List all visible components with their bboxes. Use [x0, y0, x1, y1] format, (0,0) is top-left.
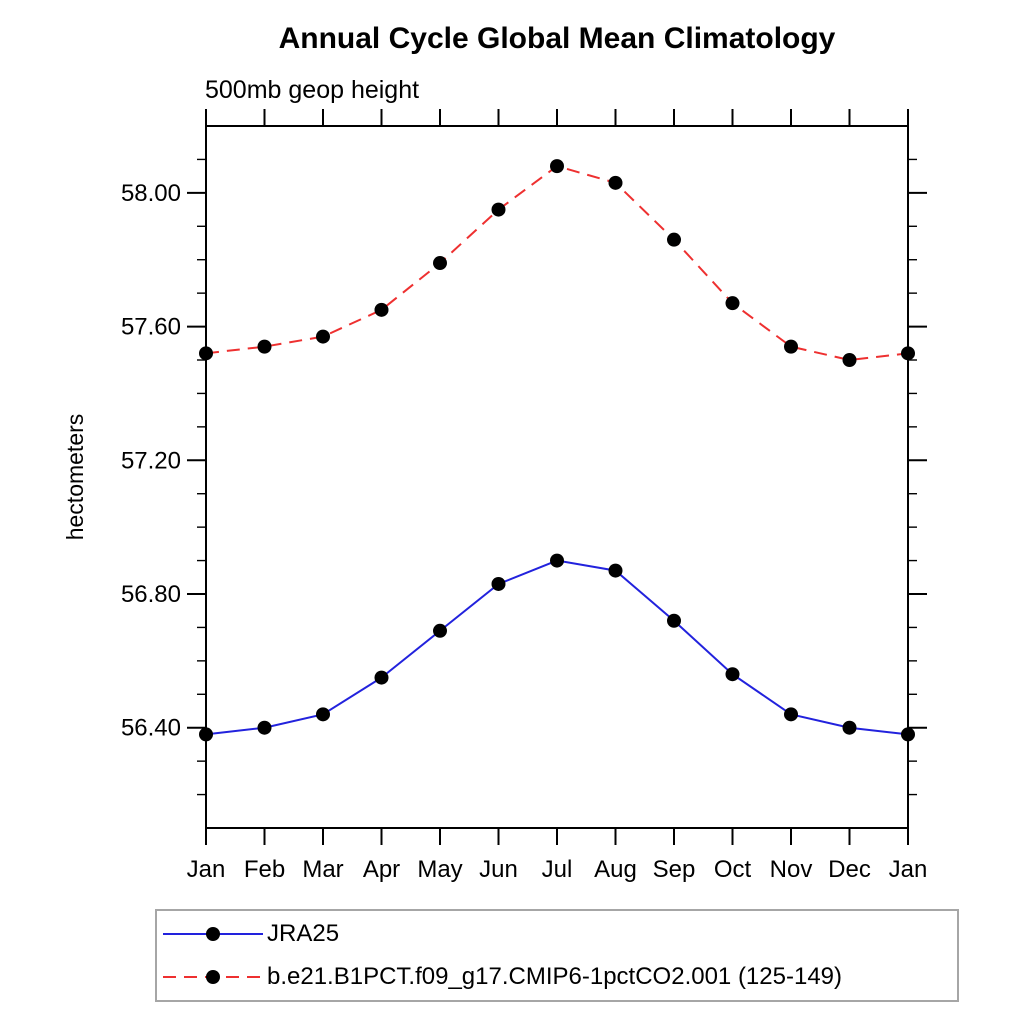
data-point-marker — [199, 346, 213, 361]
data-point-marker — [257, 339, 272, 354]
data-point-marker — [608, 563, 623, 578]
data-point-marker — [608, 175, 623, 190]
legend-marker-icon — [206, 970, 220, 984]
series-line-0 — [205, 559, 909, 736]
x-tick-label: Mar — [302, 856, 343, 883]
data-point-marker — [433, 256, 447, 271]
data-point-marker — [374, 670, 389, 685]
y-tick-label: 58.00 — [121, 180, 181, 207]
data-point-marker — [667, 232, 681, 247]
data-point-marker — [842, 353, 857, 367]
y-axis-label: hectometers — [62, 414, 88, 541]
legend: JRA25 b.e21.B1PCT.f09_g17.CMIP6-1pctCO2.… — [155, 909, 959, 1002]
x-tick-label: Sep — [653, 856, 696, 883]
data-point-marker — [257, 720, 272, 735]
data-point-marker — [550, 553, 564, 568]
data-point-marker — [901, 727, 915, 742]
data-point-marker — [316, 707, 330, 722]
legend-item: b.e21.B1PCT.f09_g17.CMIP6-1pctCO2.001 (1… — [157, 957, 957, 997]
data-point-marker — [784, 339, 798, 354]
data-point-marker — [374, 302, 389, 317]
series-line-1 — [205, 165, 909, 362]
y-tick-label: 57.20 — [121, 447, 181, 474]
x-tick-label: Jul — [542, 856, 573, 883]
data-point-marker — [725, 296, 740, 311]
data-point-marker — [725, 667, 740, 682]
data-point-marker — [842, 720, 857, 735]
y-tick-label: 57.60 — [121, 314, 181, 341]
legend-item: JRA25 — [157, 914, 957, 954]
data-point-marker — [316, 329, 330, 344]
chart-title: Annual Cycle Global Mean Climatology — [278, 22, 836, 55]
legend-line-sample-dashed — [163, 970, 263, 984]
data-point-marker — [199, 727, 213, 742]
legend-label: b.e21.B1PCT.f09_g17.CMIP6-1pctCO2.001 (1… — [267, 963, 843, 990]
y-tick-label: 56.40 — [121, 715, 181, 742]
plot-frame — [205, 125, 909, 829]
x-tick-label: Jun — [479, 856, 518, 883]
data-point-marker — [433, 623, 447, 638]
x-tick-label: Apr — [363, 856, 400, 883]
data-point-marker — [491, 202, 506, 217]
x-tick-label: Jan — [187, 856, 226, 883]
chart-subtitle: 500mb geop height — [205, 76, 420, 104]
legend-label: JRA25 — [267, 920, 340, 947]
x-tick-label: Nov — [770, 856, 813, 883]
x-tick-label: Oct — [714, 856, 752, 883]
data-point-marker — [491, 576, 506, 591]
x-tick-label: Feb — [244, 856, 285, 883]
x-tick-label: Dec — [828, 856, 871, 883]
x-tick-label: May — [417, 856, 462, 883]
legend-marker-icon — [206, 927, 220, 941]
data-point-marker — [667, 613, 681, 628]
x-tick-label: Jan — [889, 856, 928, 883]
data-point-marker — [784, 707, 798, 722]
legend-line-sample-solid — [163, 927, 263, 941]
data-point-marker — [901, 346, 915, 361]
data-point-marker — [550, 159, 564, 174]
y-tick-label: 56.80 — [121, 581, 181, 608]
x-tick-label: Aug — [594, 856, 637, 883]
